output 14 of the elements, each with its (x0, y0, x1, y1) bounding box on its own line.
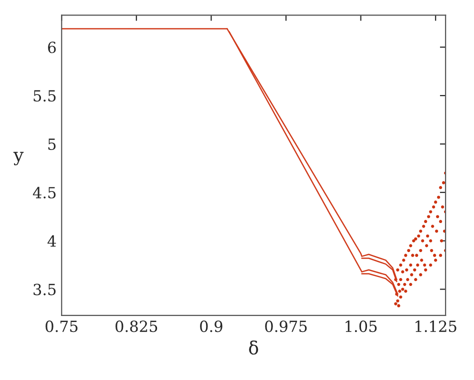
x-tick-label: 0.825 (116, 320, 158, 332)
y-axis-title: y (13, 152, 24, 166)
y-tick-label: 6 (48, 42, 56, 54)
y-tick-label: 4 (48, 235, 56, 247)
x-tick-label: 1.125 (416, 320, 456, 332)
y-tick-label: 5 (48, 138, 56, 150)
y-tick-label: 4.5 (32, 186, 56, 198)
x-tick-label: 0.75 (46, 320, 78, 332)
x-tick-label: 1.05 (346, 320, 377, 332)
x-tick-label: 0.9 (200, 320, 222, 332)
y-tick-label: 3.5 (34, 284, 56, 296)
x-tick-label: 0.975 (265, 320, 307, 332)
y-tick-label: 5.5 (34, 90, 56, 102)
x-axis-title: δ (249, 340, 258, 355)
